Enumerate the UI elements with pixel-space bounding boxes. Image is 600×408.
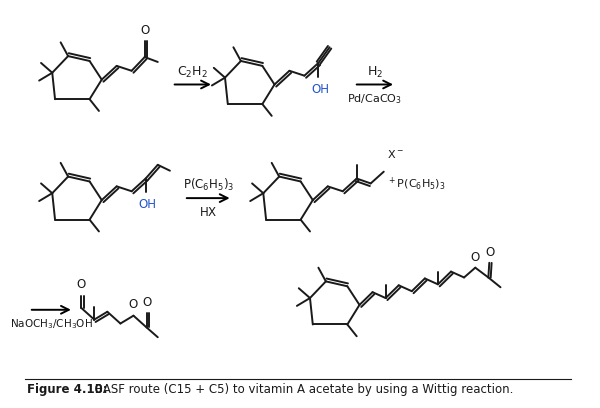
Text: $\mathregular{HX}$: $\mathregular{HX}$ (199, 206, 217, 219)
Text: $\mathregular{C_2H_2}$: $\mathregular{C_2H_2}$ (178, 64, 208, 80)
Text: $\mathregular{Pd/CaCO_3}$: $\mathregular{Pd/CaCO_3}$ (347, 92, 403, 106)
Text: O: O (140, 24, 149, 38)
Text: O: O (485, 246, 495, 259)
Text: O: O (470, 251, 480, 264)
Text: Figure 4.10:: Figure 4.10: (27, 383, 107, 396)
Text: BASF route (C15 + C5) to vitamin A acetate by using a Wittig reaction.: BASF route (C15 + C5) to vitamin A aceta… (91, 383, 513, 396)
Text: OH: OH (139, 198, 157, 211)
Text: O: O (143, 296, 152, 309)
Text: $\mathregular{^+P(C_6H_5)_3}$: $\mathregular{^+P(C_6H_5)_3}$ (386, 175, 445, 193)
Text: $\mathregular{X^-}$: $\mathregular{X^-}$ (386, 148, 403, 160)
Text: $\mathregular{NaOCH_3/CH_3OH}$: $\mathregular{NaOCH_3/CH_3OH}$ (10, 318, 93, 331)
Text: $\mathregular{H_2}$: $\mathregular{H_2}$ (367, 64, 383, 80)
Text: OH: OH (311, 82, 329, 95)
Text: $\mathregular{P(C_6H_5)_3}$: $\mathregular{P(C_6H_5)_3}$ (182, 177, 234, 193)
Text: O: O (129, 298, 138, 311)
Text: O: O (77, 278, 86, 291)
